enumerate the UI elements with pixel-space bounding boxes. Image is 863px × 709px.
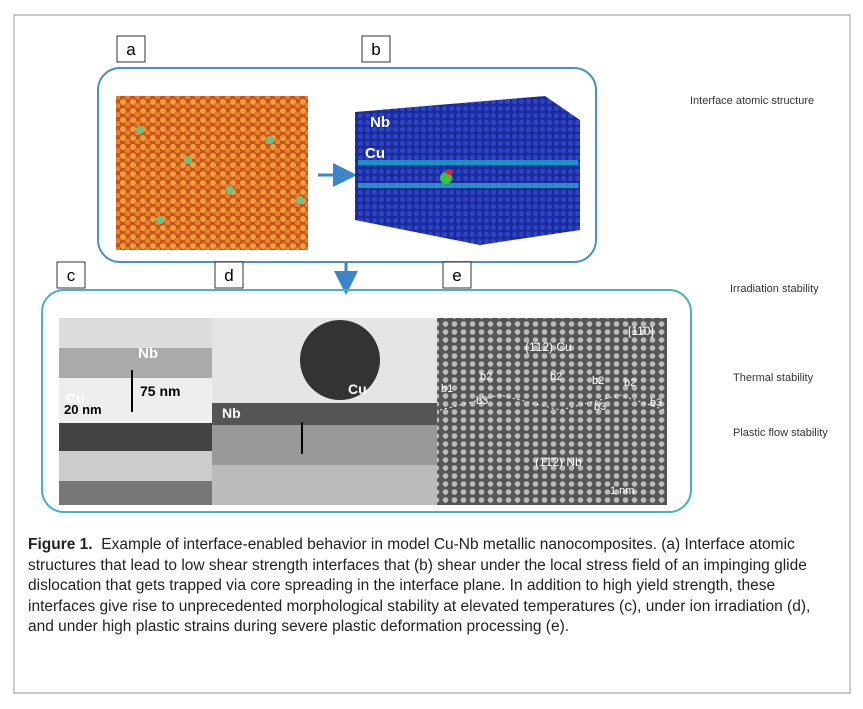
image-label: 75 nm [140, 383, 180, 399]
panel-label: a [126, 40, 136, 59]
image-label: 20 nm [64, 402, 102, 417]
image-label: Nb [138, 345, 158, 362]
panel-label: c [67, 266, 76, 285]
side-label: Irradiation stability [730, 283, 819, 295]
image-label: b2 [592, 375, 604, 387]
image-label: b1 [441, 383, 453, 395]
panel-label: b [371, 40, 380, 59]
caption: Figure 1. Example of interface-enabled b… [28, 535, 838, 638]
image-label: Nb [370, 114, 390, 131]
panel-label: e [452, 266, 461, 285]
defect [446, 169, 452, 175]
image-label: (1̄1̄2) Nb [535, 455, 582, 469]
image-label: [11̄0] [628, 324, 654, 338]
interface-band [358, 160, 578, 165]
image-a [116, 96, 308, 250]
image-label: b2 [624, 377, 636, 389]
image-label: Cu [348, 381, 367, 397]
image-label: (1̄12) Cu [525, 340, 572, 354]
side-label: Plastic flow stability [733, 427, 828, 439]
side-label: Thermal stability [733, 372, 814, 384]
image-label: b2 [550, 371, 562, 383]
caption-text: Example of interface-enabled behavior in… [28, 536, 810, 635]
image-label: b2 [480, 371, 492, 383]
image-label: 1 nm [610, 485, 634, 497]
caption-label: Figure 1. [28, 536, 93, 553]
image-label: b3 [650, 397, 662, 409]
interface-band [358, 183, 578, 188]
image-label: b3 [594, 401, 606, 413]
panel-label: d [224, 266, 233, 285]
image-d [212, 318, 437, 505]
page: {"panel_labels": ["a", "b", "c", "d", "e… [0, 0, 863, 709]
side-label: Interface atomic structure [690, 95, 814, 107]
image-label: Cu [365, 145, 385, 162]
image-label: b3 [476, 395, 488, 407]
image-label: Nb [222, 405, 241, 421]
